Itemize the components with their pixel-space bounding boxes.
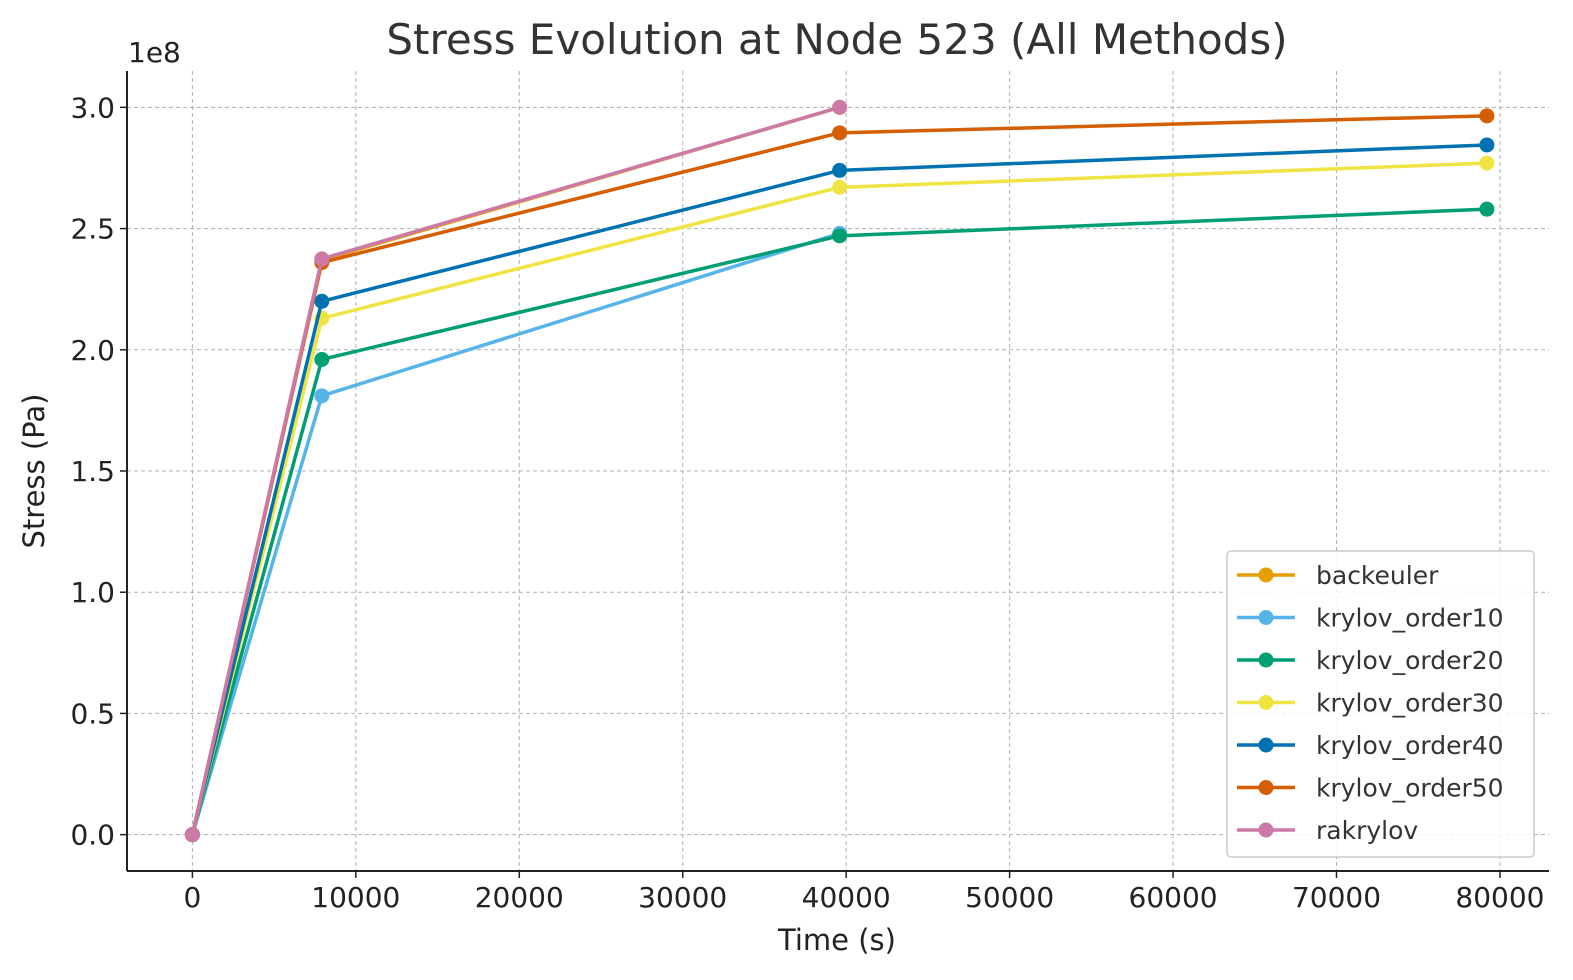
series-line-krylov_order40 (190, 143, 1487, 836)
legend: backeuler krylov_order10 krylov_order20kry… (1226, 550, 1535, 858)
y-tick-label: 2.0 (70, 334, 115, 367)
legend-label: krylov_order30 (1316, 689, 1504, 718)
y-tick-label: 1.5 (70, 455, 115, 488)
legend-swatch-marker (1258, 737, 1274, 753)
legend-entry-krylov_order20: krylov_order20 (1237, 646, 1504, 675)
x-tick-label: 40000 (802, 881, 891, 914)
legend-label: backeuler (1316, 561, 1439, 590)
legend-entry-rakrylov: rakrylov (1237, 816, 1418, 845)
x-tick-label: 60000 (1129, 881, 1218, 914)
legend-entry-krylov_order40: krylov_order40 (1237, 731, 1504, 760)
data-point-krylov_order30 (1479, 155, 1495, 171)
legend-label: krylov_order50 (1316, 774, 1504, 803)
x-tick-label: 30000 (638, 881, 727, 914)
y-tick-label: 2.5 (70, 213, 115, 246)
data-point-krylov_order20 (314, 351, 330, 367)
data-point-krylov_order40 (1479, 137, 1495, 153)
y-tick-label: 3.0 (70, 91, 115, 124)
legend-entry-krylov_order30: krylov_order30 (1237, 689, 1504, 718)
x-tick-label: 80000 (1455, 881, 1544, 914)
data-point-krylov_order50 (1479, 108, 1495, 124)
y-axis-label: Stress (Pa) (17, 394, 51, 549)
data-point-krylov_order50 (832, 125, 848, 141)
data-point-krylov_order40 (832, 162, 848, 178)
data-point-krylov_order10 (314, 388, 330, 404)
data-point-rakrylov (184, 827, 200, 843)
chart-title: Stress Evolution at Node 523 (All Method… (386, 15, 1287, 64)
legend-label: rakrylov (1316, 816, 1418, 845)
y-tick-label: 1.0 (70, 576, 115, 609)
data-point-rakrylov (314, 251, 330, 267)
legend-box (1226, 550, 1535, 858)
x-tick-label: 20000 (475, 881, 564, 914)
data-point-rakrylov (832, 99, 848, 115)
y-tick-label: 0.5 (70, 697, 115, 730)
legend-swatch-marker (1258, 567, 1274, 583)
x-tick-label: 10000 (311, 881, 400, 914)
series-line-krylov_order10 (190, 231, 841, 836)
y-tick-label: 0.0 (70, 819, 115, 852)
legend-swatch-marker (1258, 822, 1274, 838)
x-tick-label: 0 (183, 881, 201, 914)
x-axis-ticks: 0 10000 20000 30000 40000 50000 60000 70000 8000… (183, 871, 1545, 914)
legend-entry-krylov_order50: krylov_order50 (1237, 774, 1504, 803)
x-tick-label: 50000 (965, 881, 1054, 914)
x-tick-label: 70000 (1292, 881, 1381, 914)
data-point-krylov_order20 (1479, 201, 1495, 217)
y-offset-label: 1e8 (128, 36, 181, 69)
legend-swatch-marker (1258, 610, 1274, 625)
legend-label: krylov_order10 (1316, 604, 1504, 633)
legend-swatch-marker (1258, 780, 1274, 795)
legend-swatch-marker (1258, 695, 1274, 710)
legend-label: krylov_order40 (1316, 731, 1504, 760)
data-point-krylov_order30 (832, 179, 848, 195)
series-layer (184, 99, 1495, 843)
series-line-krylov_order30 (190, 161, 1487, 836)
series-rakrylov (184, 99, 848, 843)
data-point-krylov_order40 (314, 293, 330, 309)
legend-entry-backeuler: backeuler (1237, 561, 1439, 590)
legend-entry-krylov_order10: krylov_order10 (1237, 604, 1504, 633)
series-krylov_order10 (184, 225, 848, 843)
legend-label: krylov_order20 (1316, 646, 1504, 675)
x-axis-label: Time (s) (777, 923, 896, 957)
series-line-krylov_order20 (190, 207, 1487, 836)
y-axis-ticks: 0.0 0.5 1.0 1.5 2.0 2.5 3.0 (70, 91, 127, 852)
data-point-krylov_order20 (832, 228, 848, 244)
legend-swatch-marker (1258, 652, 1274, 668)
